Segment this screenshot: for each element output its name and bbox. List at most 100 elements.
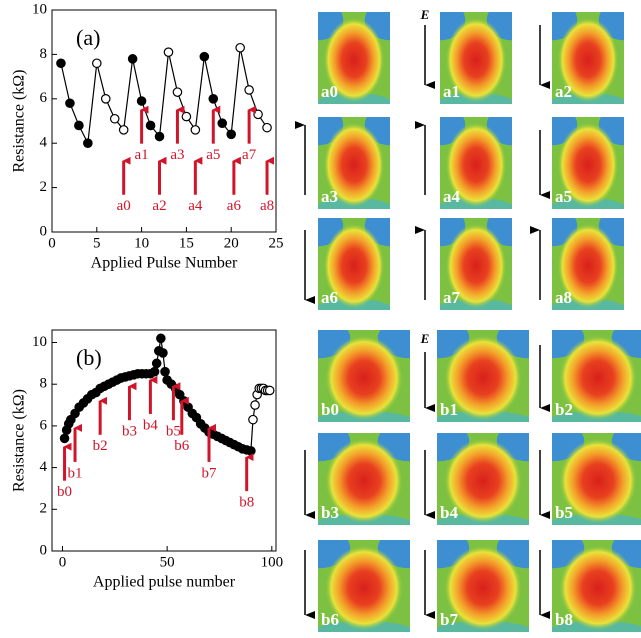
y-tick-label: 6 (40, 90, 48, 106)
tile-blob (323, 223, 385, 309)
tile-content (318, 433, 410, 525)
field-label: E (420, 7, 430, 22)
image-tile: b0 (318, 330, 410, 422)
x-tick-label: 0 (59, 554, 67, 570)
field-arrows (295, 25, 550, 619)
tile-blob (559, 545, 637, 631)
tile-blob (445, 17, 507, 103)
y-tick-label: 8 (40, 376, 48, 392)
tile-content (552, 540, 641, 632)
tile-content (552, 117, 624, 209)
image-tile: a5 (552, 117, 624, 209)
data-point (190, 125, 201, 135)
tile-blob (323, 17, 385, 103)
image-tile: a2 (552, 12, 624, 104)
annotation-label: b2 (93, 438, 108, 454)
annotation-label: a1 (135, 147, 149, 163)
x-tick-label: 25 (269, 235, 284, 251)
tile-label: a0 (321, 82, 338, 101)
tile-content (437, 433, 529, 525)
annotation-label: b0 (57, 484, 72, 500)
image-tile: b5 (552, 433, 641, 525)
x-tick-label: 50 (160, 554, 175, 570)
y-tick-label: 0 (40, 542, 48, 558)
annotation-label: a3 (170, 147, 184, 163)
y-axis-label: Resistance (kΩ) (11, 70, 28, 173)
data-point (208, 94, 219, 104)
annotation-label: b5 (166, 424, 181, 440)
tile-label: b3 (321, 503, 339, 522)
panel-title: (b) (76, 345, 102, 370)
data-point (172, 87, 183, 97)
tile-content (552, 433, 641, 525)
image-tile: b8 (552, 540, 641, 632)
panel-title: (a) (76, 25, 100, 50)
data-point (253, 109, 263, 120)
image-tile: a7 (440, 218, 512, 310)
tile-label: b4 (440, 503, 458, 522)
tile-blob (557, 122, 619, 208)
x-axis-label: Applied pulse number (93, 574, 236, 591)
tile-label: b8 (555, 610, 573, 629)
tile-label: a4 (443, 187, 461, 206)
tile-label: b7 (440, 610, 458, 629)
image-tile: b4 (437, 433, 529, 525)
tile-content (440, 218, 512, 310)
data-point (109, 113, 120, 124)
data-point (181, 111, 192, 122)
data-point (226, 129, 236, 140)
image-tile: a6 (318, 218, 390, 310)
data-point (100, 94, 111, 104)
data-point (217, 118, 228, 129)
tile-blue (611, 433, 641, 462)
annotation-label: a2 (152, 198, 166, 214)
tile-label: b6 (321, 610, 339, 629)
tile-label: b2 (555, 400, 573, 419)
image-tile: b3 (318, 433, 410, 525)
x-tick-label: 0 (48, 235, 56, 251)
tile-content (318, 117, 390, 209)
data-point (199, 51, 210, 62)
annotation-label: a0 (117, 198, 131, 214)
data-point (248, 414, 258, 425)
x-tick-label: 10 (134, 235, 149, 251)
data-point (262, 122, 272, 133)
tile-content (440, 12, 512, 104)
image-tile: a8 (552, 218, 624, 310)
data-point (92, 58, 102, 69)
tile-blob (325, 438, 403, 524)
x-tick-label: 100 (261, 554, 284, 570)
x-tick-label: 5 (93, 235, 101, 251)
data-point (156, 333, 166, 344)
data-point (163, 47, 174, 57)
data-point (118, 125, 129, 135)
tile-blob (444, 545, 522, 631)
tile-blob (557, 223, 619, 309)
plot-frame (51, 329, 277, 552)
tile-content (440, 117, 512, 209)
tile-label: b5 (555, 503, 573, 522)
tile-label: a7 (443, 288, 461, 307)
data-point (59, 433, 70, 444)
tile-content (552, 218, 624, 310)
tile-label: a1 (443, 82, 460, 101)
data-point (250, 400, 260, 410)
data-point (83, 138, 93, 148)
x-axis-label: Applied Pulse Number (91, 255, 238, 272)
tile-blue (611, 330, 641, 359)
tile-label: a6 (321, 288, 338, 307)
data-point (158, 348, 168, 358)
data-point (246, 446, 256, 456)
image-tile: a0 (318, 12, 390, 104)
data-point (151, 358, 162, 369)
y-tick-label: 10 (32, 1, 47, 17)
tile-content (318, 540, 410, 632)
image-tile: a1 (440, 12, 512, 104)
annotation-label: a8 (260, 198, 274, 214)
tile-blob (323, 122, 385, 208)
annotation-label: a6 (227, 198, 242, 214)
field-label: E (420, 331, 430, 346)
plot-frame (51, 9, 277, 233)
tile-label: a3 (321, 187, 338, 206)
y-tick-label: 10 (32, 334, 47, 350)
